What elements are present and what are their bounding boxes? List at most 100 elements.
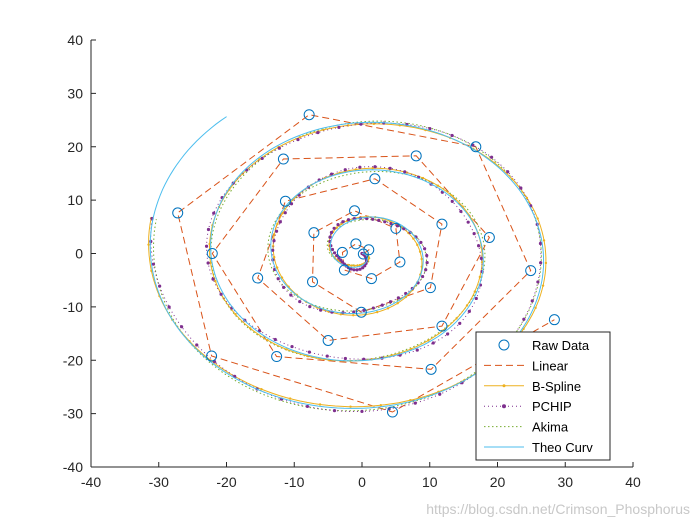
raw-data-marker <box>369 173 381 185</box>
legend-pchip-dot <box>502 404 506 409</box>
raw-data-marker <box>424 282 436 294</box>
bspline-point <box>542 239 546 242</box>
pchip-point <box>389 221 393 226</box>
pchip-point <box>425 261 429 265</box>
axes: -40 -30 -20 -10 0 10 20 30 40 -40 -30 -20 -10 0 10 20 30… <box>63 32 641 490</box>
raw-data-marker <box>279 195 291 207</box>
y-tick-label: 0 <box>75 246 83 262</box>
watermark-text: https://blog.csdn.net/Crimson_Phosphorus <box>426 501 690 517</box>
pchip-point <box>277 146 281 150</box>
bspline-point <box>465 304 469 307</box>
raw-data-marker <box>483 231 495 243</box>
bspline-point <box>376 310 379 314</box>
bspline-point <box>258 158 261 161</box>
pchip-point <box>363 264 367 268</box>
bspline-point <box>480 260 484 264</box>
raw-data-marker <box>336 246 348 258</box>
pchip-point <box>371 306 375 310</box>
raw-data-marker <box>303 109 315 121</box>
raw-data-marker <box>425 363 437 375</box>
pchip-point <box>151 262 156 266</box>
pchip-point <box>343 356 347 361</box>
pchip-point <box>296 137 300 142</box>
bspline-point <box>525 196 529 200</box>
pchip-point <box>328 235 332 239</box>
pchip-point <box>538 241 543 246</box>
pchip-point <box>413 401 417 405</box>
bspline-point <box>234 313 237 316</box>
raw-data-marker <box>172 207 184 219</box>
bspline-point <box>421 176 425 180</box>
pchip-point <box>380 303 384 307</box>
legend-bspline-dot <box>502 384 506 388</box>
pchip-point <box>445 332 450 336</box>
pchip-point <box>260 156 264 160</box>
bspline-point <box>318 403 322 406</box>
raw-data-marker <box>307 276 319 288</box>
bspline-point <box>285 348 288 351</box>
bspline-point <box>214 279 217 283</box>
bspline-point <box>275 266 279 269</box>
y-tick-label: 40 <box>67 32 83 48</box>
y-tick-label: -40 <box>63 459 83 475</box>
raw-data-marker <box>252 272 264 284</box>
bspline-point <box>339 313 343 316</box>
pchip-point <box>388 300 393 304</box>
pchip-point <box>519 186 523 190</box>
pchip-point <box>289 293 293 297</box>
pchip-point <box>423 247 427 251</box>
bspline-point <box>420 257 423 261</box>
raw-data-marker <box>338 264 350 276</box>
pchip-point <box>419 240 423 245</box>
raw-data-marker <box>470 141 482 153</box>
bspline-point <box>260 388 263 391</box>
pchip-point <box>472 232 476 236</box>
bspline-point <box>354 168 357 171</box>
pchip-point <box>424 268 428 272</box>
bspline-point <box>281 211 284 215</box>
pchip-point <box>339 258 343 262</box>
pchip-point <box>415 348 419 352</box>
pchip-point <box>274 229 279 233</box>
pchip-point <box>355 268 359 272</box>
bspline-point <box>455 317 458 320</box>
bspline-point <box>541 284 545 287</box>
pchip-point <box>431 341 435 345</box>
bspline-point <box>478 275 482 279</box>
pchip-point <box>212 211 216 215</box>
pchip-point <box>325 354 329 358</box>
pchip-point <box>450 199 454 204</box>
x-tick-label: 30 <box>557 474 573 490</box>
bspline-point <box>396 302 399 305</box>
bspline-point <box>349 405 352 408</box>
pchip-point <box>361 266 365 270</box>
pchip-point <box>403 170 407 174</box>
raw-data-marker <box>436 218 448 230</box>
raw-data-marker <box>363 244 375 256</box>
pchip-point <box>421 274 425 279</box>
pchip-point <box>305 404 310 409</box>
x-tick-label: -10 <box>284 474 304 490</box>
pchip-point <box>362 308 366 312</box>
bspline-point <box>418 250 422 253</box>
pchip-point <box>271 248 275 252</box>
x-tick-label: -40 <box>81 474 101 490</box>
pchip-point <box>471 143 475 147</box>
bspline-point <box>147 243 150 246</box>
pchip-point <box>206 261 210 265</box>
pchip-point <box>316 130 320 135</box>
bspline-point <box>350 264 353 267</box>
theo-curve-line <box>149 116 545 409</box>
pchip-point <box>343 168 347 172</box>
y-tick-label: -30 <box>63 406 83 422</box>
bspline-point <box>352 314 355 317</box>
pchip-point <box>332 251 337 255</box>
pchip-point <box>297 193 301 197</box>
pchip-point <box>450 133 454 138</box>
raw-data-marker <box>525 265 537 277</box>
y-tick-label: 30 <box>67 85 83 101</box>
raw-data-marker <box>365 273 377 285</box>
legend-label: Theo Curv <box>532 440 593 455</box>
x-tick-label: 10 <box>422 474 438 490</box>
pchip-point <box>273 337 277 342</box>
